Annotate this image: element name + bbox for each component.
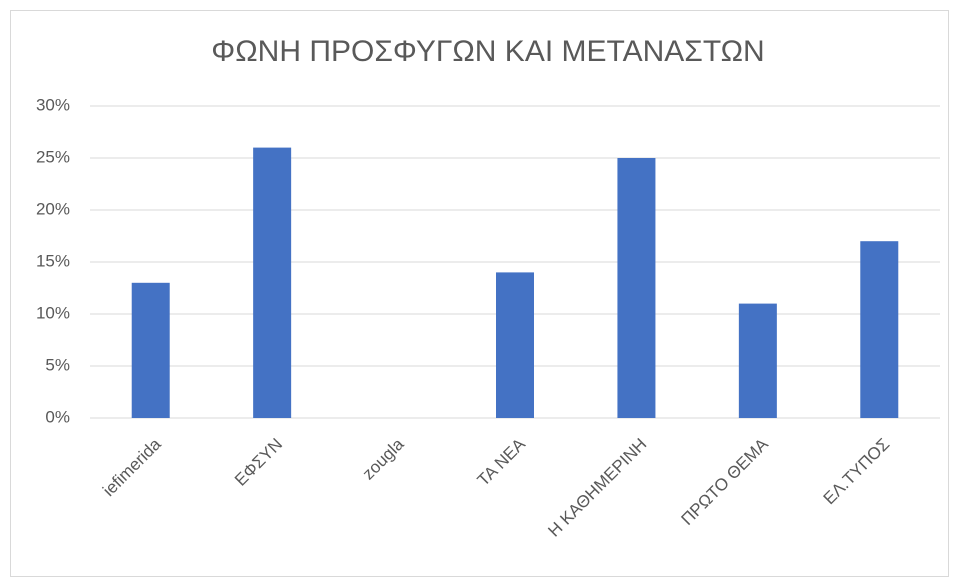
y-tick-label: 0% — [45, 407, 70, 426]
bar — [253, 147, 292, 418]
bar — [131, 282, 170, 418]
bar — [738, 303, 777, 418]
bar — [860, 241, 899, 418]
bar — [496, 272, 534, 418]
bar — [617, 158, 656, 418]
y-tick-label: 20% — [36, 199, 70, 218]
y-tick-label: 10% — [36, 303, 70, 322]
chart-title: ΦΩΝΗ ΠΡΟΣΦΥΓΩΝ ΚΑΙ ΜΕΤΑΝΑΣΤΩΝ — [211, 35, 764, 68]
y-tick-label: 15% — [36, 251, 70, 270]
y-tick-label: 25% — [36, 147, 70, 166]
y-tick-label: 30% — [36, 95, 70, 114]
y-tick-label: 5% — [45, 355, 70, 374]
